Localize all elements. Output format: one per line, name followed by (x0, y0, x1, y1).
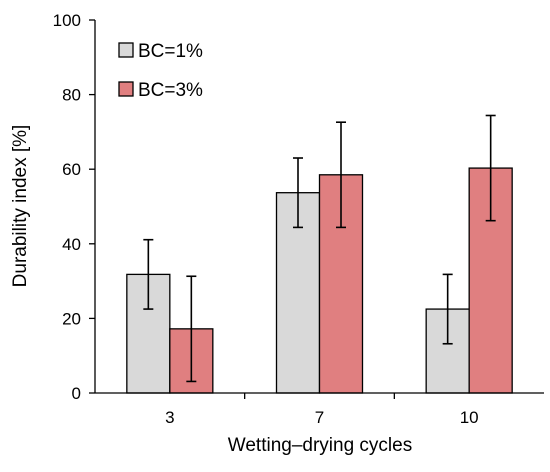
x-axis-title: Wetting–drying cycles (228, 435, 412, 456)
x-tick-label: 7 (315, 408, 324, 427)
error-bar-bc-1-10 (442, 273, 453, 345)
legend-label-bc-1: BC=1% (138, 41, 203, 62)
error-bar-bc-1-3 (143, 238, 154, 310)
y-tick-label: 60 (62, 160, 81, 179)
y-axis-title: Durability index [%] (10, 125, 31, 288)
x-tick-label: 3 (165, 408, 174, 427)
y-tick-label: 100 (53, 11, 81, 30)
y-tick-label: 80 (62, 86, 81, 105)
x-tick-label: 10 (460, 408, 479, 427)
legend-swatch-bc-1 (118, 42, 134, 58)
y-tick-label: 40 (62, 235, 81, 254)
y-tick-label: 0 (72, 384, 81, 403)
legend-swatch-bc-3 (118, 81, 134, 97)
error-bar-bc-3-10 (485, 114, 496, 222)
bars-layer (126, 167, 513, 394)
bar-bc-3-7 (318, 174, 364, 394)
error-bar-bc-3-7 (336, 121, 346, 229)
error-bars-layer (143, 114, 496, 383)
error-bar-bc-1-7 (293, 157, 303, 229)
legend: BC=1% BC=3% (118, 41, 203, 101)
error-bar-bc-3-3 (186, 275, 197, 383)
legend-label-bc-3: BC=3% (138, 80, 203, 101)
y-tick-label: 20 (62, 309, 81, 328)
